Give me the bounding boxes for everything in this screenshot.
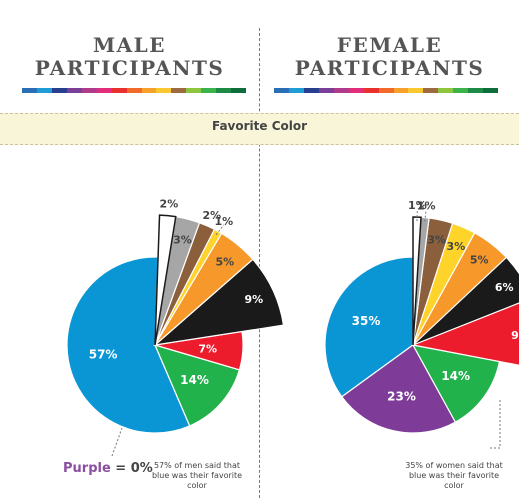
rainbow-segment [318, 88, 334, 93]
rainbow-segment [453, 88, 469, 93]
rainbow-segment [468, 88, 484, 93]
rainbow-segment [393, 88, 409, 93]
rainbow-segment [141, 88, 157, 93]
rainbow-bar-left [22, 88, 247, 93]
slice-label: 35% [352, 314, 381, 328]
rainbow-segment [22, 88, 37, 93]
purple-annotation: Purple = 0% [63, 461, 153, 476]
rainbow-segment [378, 88, 394, 93]
slice-label: 23% [387, 390, 416, 404]
rainbow-segment [216, 88, 232, 93]
rainbow-segment [408, 88, 424, 93]
slice-label: 9% [511, 329, 519, 342]
female-participants-title: FEMALE PARTICIPANTS [260, 34, 519, 80]
slice-label: 3% [173, 234, 192, 247]
slice-label: 14% [180, 373, 209, 387]
slice-label: 1% [214, 215, 233, 228]
slice-label: 9% [244, 293, 263, 306]
rainbow-segment [156, 88, 172, 93]
rainbow-segment [333, 88, 349, 93]
male-participants-title: MALE PARTICIPANTS [0, 34, 259, 80]
rainbow-segment [201, 88, 217, 93]
rainbow-segment [303, 88, 319, 93]
purple-word: Purple [63, 461, 111, 476]
rainbow-segment [186, 88, 202, 93]
pie-slice-blue [66, 256, 191, 434]
purple-connector [111, 427, 123, 457]
slice-label: 1% [417, 200, 436, 213]
rainbow-segment [36, 88, 52, 93]
slice-label: 1% [408, 199, 427, 212]
rainbow-segment [171, 88, 187, 93]
pie-slice-green [153, 344, 241, 427]
pie-slice-blue [324, 256, 414, 398]
rainbow-segment [438, 88, 454, 93]
favorite-color-banner [0, 113, 519, 145]
slice-label: 3% [447, 240, 466, 253]
slice-label: 2% [202, 209, 221, 222]
slice-label: 2% [160, 198, 179, 211]
female-blue-note: 35% of women said that blue was their fa… [405, 461, 503, 490]
rainbow-segment [363, 88, 379, 93]
center-divider [259, 28, 260, 498]
rainbow-segment [66, 88, 82, 93]
slice-label: 57% [89, 348, 118, 362]
slice-label: 3% [427, 234, 446, 247]
rainbow-segment [51, 88, 67, 93]
rainbow-segment [126, 88, 142, 93]
rainbow-segment [483, 88, 499, 93]
slice-label: 7% [198, 343, 217, 356]
rainbow-segment [288, 88, 304, 93]
male-title-line-1: MALE [93, 33, 166, 57]
pie-slice-green [411, 344, 501, 423]
male-title-line-2: PARTICIPANTS [34, 56, 225, 80]
rainbow-segment [348, 88, 364, 93]
slice-label: 6% [495, 281, 514, 294]
slice-label: 14% [441, 369, 470, 383]
pie-slice-purple [340, 344, 457, 434]
pie-slice-red [410, 302, 519, 366]
rainbow-segment [111, 88, 127, 93]
female-title-line-1: FEMALE [336, 33, 443, 57]
slice-label: 5% [215, 255, 234, 268]
rainbow-segment [96, 88, 112, 93]
rainbow-segment [423, 88, 439, 93]
rainbow-segment [274, 88, 289, 93]
rainbow-segment [231, 88, 247, 93]
female-title-line-2: PARTICIPANTS [294, 56, 485, 80]
slice-label: 5% [470, 254, 489, 267]
rainbow-segment [81, 88, 97, 93]
male-blue-note: 57% of men said that blue was their favo… [151, 461, 243, 490]
banner-label: Favorite Color [211, 119, 308, 133]
pie-slice-white [154, 214, 177, 346]
purple-value: = 0% [110, 461, 153, 476]
rainbow-bar-right [274, 88, 499, 93]
